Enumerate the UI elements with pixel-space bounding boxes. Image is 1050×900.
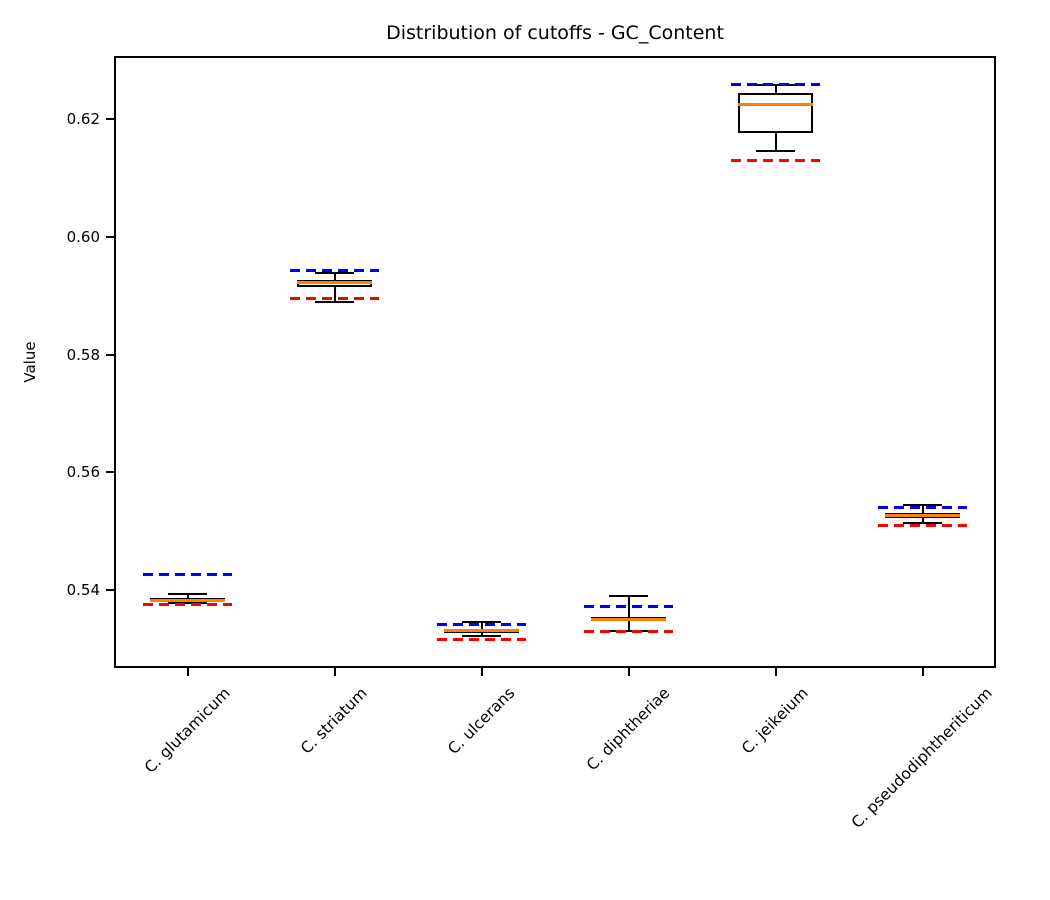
whisker-cap-lower	[168, 602, 207, 605]
whisker-lower	[627, 621, 630, 631]
whisker-cap-upper	[462, 621, 501, 624]
x-tick-label: C. pseudodiphtheriticum	[848, 684, 997, 832]
lower-cutoff-line	[878, 523, 967, 527]
y-tick-mark	[106, 589, 114, 592]
y-tick-mark	[106, 353, 114, 356]
lower-cutoff-line	[584, 629, 673, 633]
x-tick-label: C. ulcerans	[444, 684, 519, 758]
whisker-cap-lower	[756, 149, 795, 152]
lower-cutoff-line	[143, 603, 232, 607]
chart-title: Distribution of cutoffs - GC_Content	[386, 22, 724, 44]
whisker-upper	[186, 594, 189, 599]
median-line	[150, 598, 225, 602]
y-tick-label: 0.54	[66, 581, 100, 600]
median-line	[591, 617, 666, 621]
whisker-lower	[921, 517, 924, 524]
upper-cutoff-line	[290, 269, 379, 273]
whisker-cap-upper	[168, 593, 207, 596]
whisker-cap-upper	[903, 504, 942, 507]
whisker-cap-upper	[609, 595, 648, 598]
x-tick-mark	[774, 668, 777, 676]
x-tick-mark	[333, 668, 336, 676]
whisker-cap-lower	[462, 634, 501, 637]
whisker-lower	[774, 132, 777, 151]
whisker-lower	[480, 632, 483, 636]
lower-cutoff-line	[290, 297, 379, 301]
plot-area	[114, 56, 996, 668]
whisker-upper	[921, 505, 924, 514]
x-tick-mark	[480, 668, 483, 676]
x-tick-label: C. jeikeium	[738, 684, 812, 758]
x-tick-label: C. glutamicum	[140, 684, 234, 777]
median-line	[885, 513, 960, 517]
x-tick-label: C. striatum	[297, 684, 371, 758]
upper-cutoff-line	[437, 622, 526, 626]
y-tick-label: 0.60	[66, 227, 100, 246]
whisker-cap-lower	[903, 522, 942, 525]
whisker-cap-upper	[315, 271, 354, 274]
y-tick-label: 0.56	[66, 463, 100, 482]
upper-cutoff-line	[143, 572, 232, 576]
x-tick-mark	[186, 668, 189, 676]
y-tick-mark	[106, 235, 114, 238]
x-tick-mark	[627, 668, 630, 676]
y-tick-label: 0.62	[66, 110, 100, 129]
whisker-lower	[333, 287, 336, 303]
whisker-cap-lower	[315, 301, 354, 304]
y-tick-mark	[106, 118, 114, 121]
upper-cutoff-line	[731, 82, 820, 86]
lower-cutoff-line	[437, 638, 526, 642]
y-tick-mark	[106, 471, 114, 474]
y-axis-label: Value	[21, 341, 39, 383]
lower-cutoff-line	[731, 158, 820, 162]
whisker-upper	[333, 272, 336, 280]
whisker-upper	[774, 84, 777, 93]
x-tick-mark	[921, 668, 924, 676]
x-tick-label: C. diphtheriae	[583, 684, 674, 775]
box	[738, 92, 813, 133]
median-line	[444, 628, 519, 632]
upper-cutoff-line	[878, 505, 967, 509]
median-line	[738, 102, 813, 106]
y-tick-label: 0.58	[66, 345, 100, 364]
upper-cutoff-line	[584, 604, 673, 608]
median-line	[297, 280, 372, 284]
